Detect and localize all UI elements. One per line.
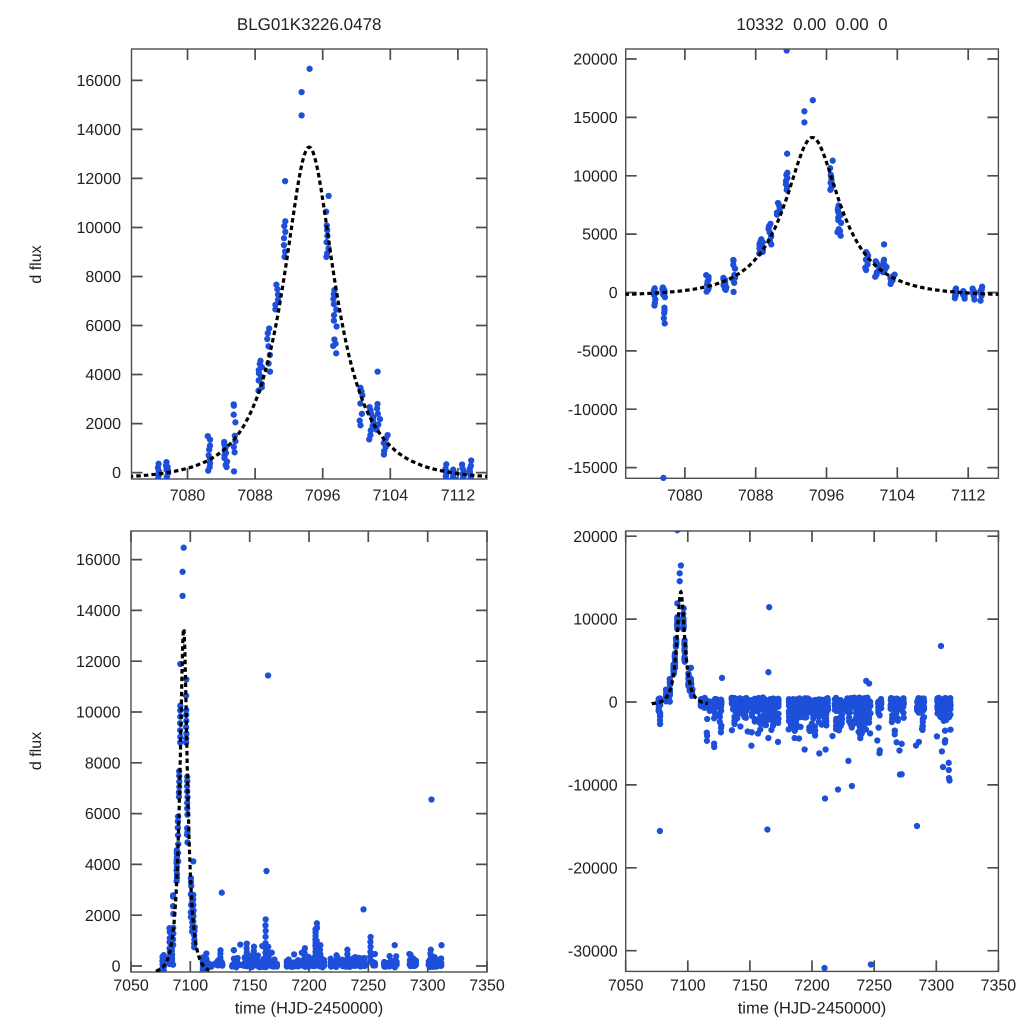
svg-text:7050: 7050 — [608, 978, 644, 995]
svg-text:-20000: -20000 — [568, 860, 618, 877]
svg-text:7150: 7150 — [232, 978, 268, 995]
svg-text:-15000: -15000 — [568, 460, 618, 477]
svg-text:8000: 8000 — [85, 755, 121, 772]
svg-text:7112: 7112 — [441, 488, 476, 505]
svg-text:10000: 10000 — [573, 612, 618, 629]
svg-text:-30000: -30000 — [568, 943, 618, 960]
svg-text:7088: 7088 — [237, 488, 273, 505]
svg-text:7100: 7100 — [670, 978, 706, 995]
svg-text:10000: 10000 — [573, 168, 618, 185]
svg-text:7250: 7250 — [351, 978, 387, 995]
svg-text:time (HJD-2450000): time (HJD-2450000) — [738, 1000, 887, 1018]
svg-text:2000: 2000 — [85, 416, 121, 433]
svg-text:6000: 6000 — [85, 318, 121, 335]
svg-text:7080: 7080 — [667, 488, 703, 505]
svg-text:7104: 7104 — [373, 488, 409, 505]
svg-text:7250: 7250 — [856, 978, 892, 995]
svg-text:time (HJD-2450000): time (HJD-2450000) — [235, 1000, 384, 1018]
svg-text:7300: 7300 — [919, 978, 955, 995]
svg-text:20000: 20000 — [573, 52, 618, 69]
svg-text:10000: 10000 — [76, 705, 121, 722]
svg-text:14000: 14000 — [77, 122, 122, 139]
svg-text:-10000: -10000 — [568, 778, 618, 795]
svg-text:16000: 16000 — [77, 73, 122, 90]
svg-text:-10000: -10000 — [568, 402, 618, 419]
svg-text:2000: 2000 — [85, 908, 121, 925]
svg-text:7300: 7300 — [410, 978, 446, 995]
svg-text:4000: 4000 — [85, 367, 121, 384]
svg-text:-5000: -5000 — [577, 344, 618, 361]
svg-text:15000: 15000 — [573, 110, 618, 127]
svg-text:0: 0 — [112, 465, 121, 482]
svg-text:7096: 7096 — [305, 488, 341, 505]
svg-text:12000: 12000 — [76, 654, 121, 671]
svg-text:0: 0 — [112, 959, 121, 976]
svg-text:BLG01K3226.0478: BLG01K3226.0478 — [237, 15, 382, 34]
svg-text:7150: 7150 — [732, 978, 768, 995]
svg-text:7112: 7112 — [951, 488, 986, 505]
svg-text:0: 0 — [609, 285, 618, 302]
svg-text:16000: 16000 — [76, 552, 121, 569]
svg-text:10332 0.00 0.00 0: 10332 0.00 0.00 0 — [736, 15, 887, 34]
svg-text:0: 0 — [609, 695, 618, 712]
svg-text:12000: 12000 — [77, 171, 122, 188]
svg-text:7104: 7104 — [880, 488, 916, 505]
svg-text:6000: 6000 — [85, 806, 121, 823]
svg-text:d flux: d flux — [28, 245, 45, 283]
svg-text:d flux: d flux — [28, 732, 45, 770]
svg-text:7088: 7088 — [738, 488, 774, 505]
svg-text:7200: 7200 — [794, 978, 830, 995]
svg-text:7350: 7350 — [469, 978, 505, 995]
svg-text:7050: 7050 — [113, 978, 149, 995]
svg-text:7200: 7200 — [291, 978, 327, 995]
svg-text:10000: 10000 — [77, 220, 122, 237]
svg-text:7350: 7350 — [981, 978, 1017, 995]
svg-text:5000: 5000 — [582, 227, 618, 244]
svg-text:7096: 7096 — [809, 488, 845, 505]
svg-text:4000: 4000 — [85, 857, 121, 874]
svg-text:8000: 8000 — [85, 269, 121, 286]
svg-text:7080: 7080 — [170, 488, 206, 505]
svg-text:20000: 20000 — [573, 529, 618, 546]
svg-text:7100: 7100 — [173, 978, 209, 995]
svg-text:14000: 14000 — [76, 603, 121, 620]
